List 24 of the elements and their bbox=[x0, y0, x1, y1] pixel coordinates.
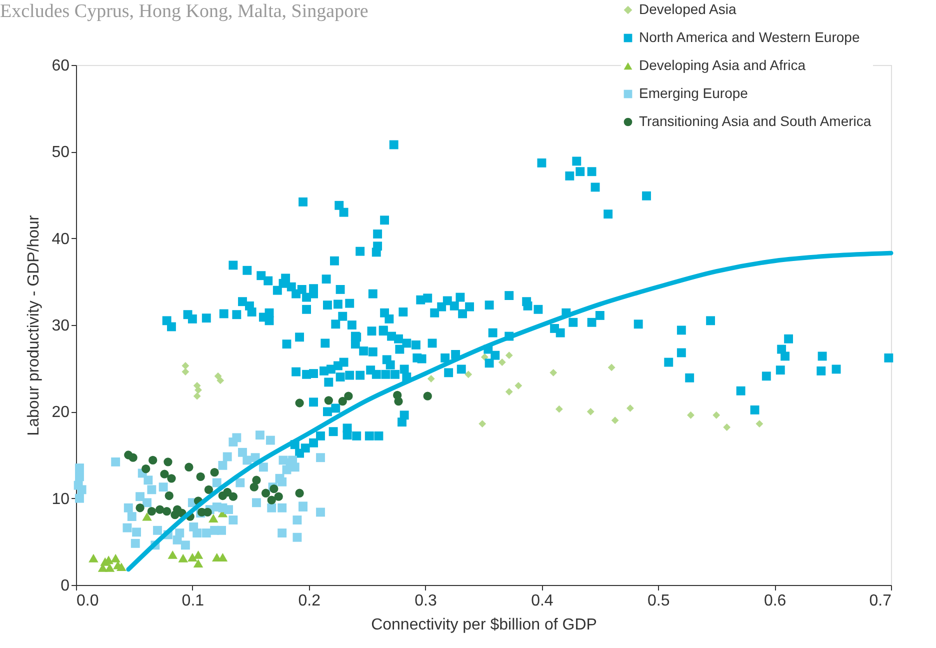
x-tick-label: 0.5 bbox=[648, 592, 670, 610]
legend-label: North America and Western Europe bbox=[639, 29, 860, 45]
y-tick-label: 10 bbox=[52, 490, 70, 508]
legend-label: Developing Asia and Africa bbox=[639, 57, 806, 73]
x-tick-label: 0.2 bbox=[298, 592, 321, 610]
legend-label: Emerging Europe bbox=[639, 85, 748, 101]
y-tick-label: 50 bbox=[52, 144, 70, 162]
y-tick-label: 40 bbox=[52, 230, 70, 248]
y-tick-label: 0 bbox=[60, 578, 70, 594]
y-tick-label: 20 bbox=[52, 404, 70, 422]
x-tick-label: 0.7 bbox=[869, 592, 892, 610]
legend-label: Developed Asia bbox=[639, 1, 737, 17]
y-tick-label: 60 bbox=[52, 58, 70, 74]
x-tick-label: 0.0 bbox=[76, 592, 99, 610]
x-tick-label: 0.6 bbox=[764, 592, 786, 610]
legend-label: Transitioning Asia and South America bbox=[639, 113, 872, 129]
x-tick-label: 0.3 bbox=[414, 592, 438, 610]
line-series bbox=[126, 250, 894, 572]
x-axis-title: Connectivity per $billion of GDP bbox=[371, 616, 597, 634]
y-axis-title: Labour productivity - GDP/hour bbox=[26, 214, 43, 436]
y-tick-label: 30 bbox=[52, 318, 70, 334]
x-tick-label: 0.4 bbox=[531, 592, 554, 610]
x-tick-label: 0.1 bbox=[182, 592, 204, 610]
text: Excludes Cyprus, Hong Kong, Malta, Singapore bbox=[0, 1, 368, 22]
